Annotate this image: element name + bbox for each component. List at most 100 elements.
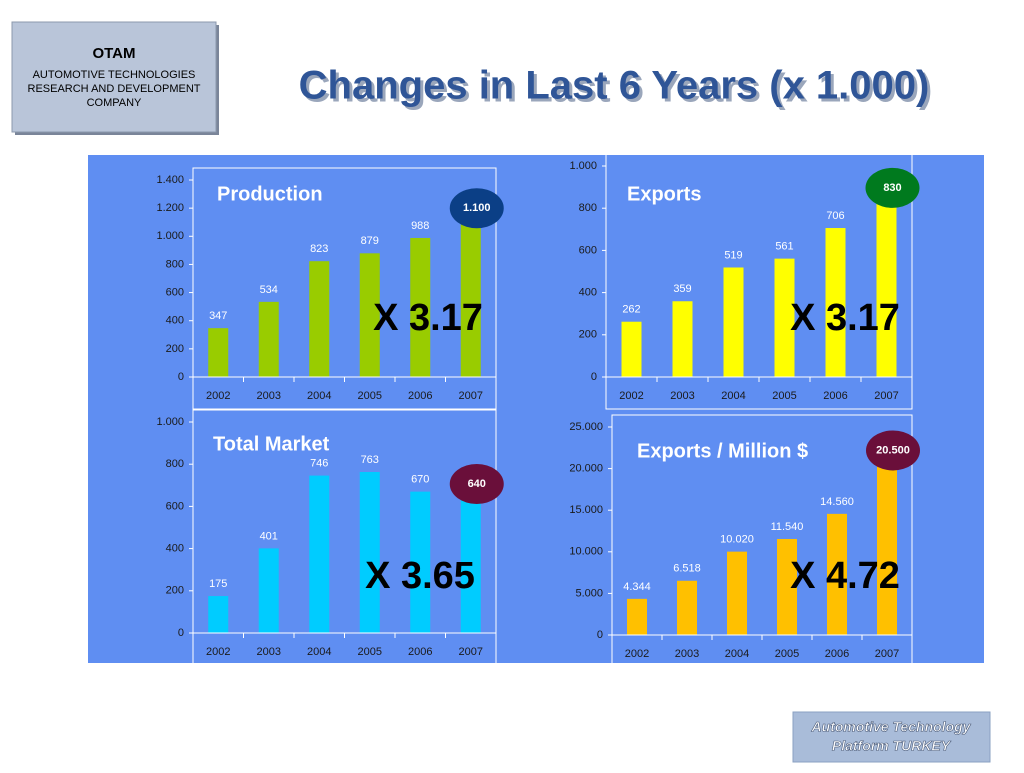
y-tick-label: 25.000: [569, 421, 603, 433]
bar: [258, 548, 279, 633]
value-label: 746: [310, 458, 328, 470]
value-label: 359: [673, 283, 691, 295]
bar: [359, 472, 380, 633]
x-tick-label: 2005: [775, 648, 799, 660]
value-label: 879: [361, 235, 379, 247]
x-tick-label: 2005: [772, 390, 796, 402]
value-label: 706: [826, 210, 844, 222]
y-tick-label: 600: [166, 286, 184, 298]
value-label: 763: [361, 454, 379, 466]
y-tick-label: 600: [579, 244, 597, 256]
y-tick-label: 1.000: [569, 160, 597, 172]
y-tick-label: 0: [591, 371, 597, 383]
annotation: X 3.65: [365, 555, 475, 597]
logo-line: RESEARCH AND DEVELOPMENT: [28, 83, 201, 95]
value-label: 519: [724, 249, 742, 261]
bar: [774, 258, 795, 377]
charts: 02004006008001.0001.2001.400Production20…: [156, 153, 920, 668]
bar: [672, 301, 693, 377]
value-label: 10.020: [720, 534, 754, 546]
y-tick-label: 400: [166, 315, 184, 327]
value-label: 4.344: [623, 581, 651, 593]
footer-line: Platform TURKEY: [832, 738, 952, 754]
y-tick-label: 800: [166, 458, 184, 470]
bar: [876, 201, 897, 377]
y-tick-label: 20.000: [569, 463, 603, 475]
y-tick-label: 200: [166, 585, 184, 597]
x-tick-label: 2003: [670, 390, 694, 402]
footer-line: Automotive Technology: [811, 719, 972, 735]
x-tick-label: 2002: [206, 646, 230, 658]
x-tick-label: 2002: [625, 648, 649, 660]
x-tick-label: 2004: [721, 390, 745, 402]
footer-box: [792, 711, 991, 763]
bar: [410, 237, 431, 377]
bar: [359, 253, 380, 377]
x-tick-label: 2004: [725, 648, 749, 660]
x-tick-label: 2006: [823, 390, 847, 402]
bar: [309, 475, 330, 633]
x-tick-label: 2006: [825, 648, 849, 660]
x-tick-label: 2005: [358, 646, 382, 658]
y-tick-label: 0: [178, 627, 184, 639]
highlight-circle: [865, 167, 920, 208]
logo-title: OTAM: [92, 45, 135, 62]
value-label: 175: [209, 578, 227, 590]
chart-title: Production: [217, 183, 323, 205]
bar: [627, 598, 647, 635]
value-label: 830: [883, 182, 901, 194]
y-tick-label: 600: [166, 500, 184, 512]
bar: [827, 513, 847, 635]
value-label: 670: [411, 474, 429, 486]
logo-line: AUTOMOTIVE TECHNOLOGIES: [33, 69, 196, 81]
y-tick-label: 1.000: [156, 416, 184, 428]
highlight-circle: [449, 463, 504, 504]
chart-title: Exports: [627, 183, 701, 205]
bar: [258, 301, 279, 377]
x-tick-label: 2004: [307, 390, 331, 402]
chart-title: Exports / Million $: [637, 440, 808, 462]
x-tick-label: 2007: [875, 648, 899, 660]
y-tick-label: 800: [579, 202, 597, 214]
value-label: 823: [310, 243, 328, 255]
y-tick-label: 0: [597, 629, 603, 641]
bar: [309, 261, 330, 377]
value-label: 1.100: [463, 202, 491, 214]
x-tick-label: 2007: [459, 646, 483, 658]
y-tick-label: 0: [178, 371, 184, 383]
x-tick-label: 2003: [257, 390, 281, 402]
slide-title: Changes in Last 6 Years (x 1.000): [299, 64, 930, 108]
bar: [460, 222, 481, 377]
y-tick-label: 200: [579, 329, 597, 341]
x-tick-label: 2006: [408, 646, 432, 658]
bar: [208, 328, 229, 377]
y-tick-label: 400: [579, 287, 597, 299]
value-label: 11.540: [771, 521, 804, 533]
y-tick-label: 5.000: [575, 587, 603, 599]
value-label: 401: [260, 530, 278, 542]
x-tick-label: 2002: [206, 390, 230, 402]
bar: [621, 321, 642, 377]
y-tick-label: 1.000: [156, 230, 184, 242]
value-label: 6.518: [673, 563, 701, 575]
y-tick-label: 200: [166, 343, 184, 355]
bar: [460, 497, 481, 633]
x-tick-label: 2006: [408, 390, 432, 402]
value-label: 561: [775, 241, 793, 253]
annotation: X 3.17: [373, 297, 483, 339]
x-tick-label: 2002: [619, 390, 643, 402]
x-tick-label: 2003: [257, 646, 281, 658]
title-shadow: Changes in Last 6 Years (x 1.000): [302, 67, 933, 111]
x-tick-label: 2005: [358, 390, 382, 402]
bar: [727, 551, 747, 635]
y-tick-label: 10.000: [569, 546, 603, 558]
y-tick-label: 15.000: [569, 504, 603, 516]
x-tick-label: 2003: [675, 648, 699, 660]
bar: [677, 580, 697, 635]
highlight-circle: [449, 188, 504, 229]
value-label: 534: [260, 284, 278, 296]
bar: [410, 491, 431, 633]
bar: [825, 228, 846, 377]
value-label: 262: [622, 304, 640, 316]
